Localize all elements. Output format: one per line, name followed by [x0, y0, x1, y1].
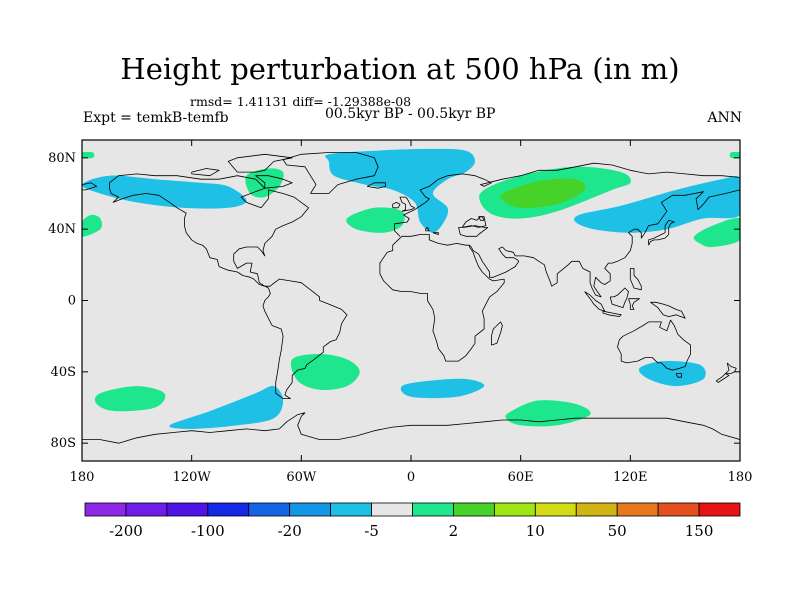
coastline-segment — [458, 225, 489, 237]
coastline-layer — [82, 152, 740, 444]
anomaly-south-pacific-negative — [169, 385, 284, 429]
anomaly-siberia-pacific-negative — [574, 176, 740, 233]
colorbar-swatch — [207, 502, 250, 517]
anomaly-fill-layer — [82, 148, 740, 429]
anomaly-south-indian-negative — [638, 360, 706, 387]
coastline-segment — [255, 175, 293, 189]
colorbar-swatch — [493, 502, 536, 517]
chart-title: Height perturbation at 500 hPa (in m) — [120, 52, 680, 86]
lon-tick-label: 180 — [70, 470, 95, 485]
colorbar-swatch — [657, 502, 700, 517]
lat-tick-label: 80N — [48, 151, 76, 166]
colorbar-swatch — [166, 502, 209, 517]
coastline-segment — [650, 301, 686, 319]
coastline-segment — [227, 153, 293, 173]
colorbar-swatch — [698, 502, 741, 517]
experiment-label: Expt = temkB-temfb — [83, 110, 229, 126]
coastline-segment — [629, 268, 642, 291]
anomaly-west-pacific-positive — [82, 214, 103, 237]
coastline-segment — [282, 152, 379, 194]
anomaly-russia-core-positive — [500, 178, 586, 208]
anomaly-southern-ocean-positive — [505, 400, 591, 427]
colorbar-label: 50 — [608, 522, 627, 540]
coastline-segment — [82, 412, 740, 444]
colorbar-swatch — [248, 502, 291, 517]
lat-tick-label: 80S — [51, 436, 76, 451]
colorbar-label: 2 — [449, 522, 459, 540]
anomaly-mid-atlantic-positive — [346, 207, 405, 233]
coastline-segment — [609, 287, 629, 308]
lon-tick-label: 60W — [286, 470, 317, 485]
colorbar-label: -200 — [109, 522, 143, 540]
coastline-segment — [82, 182, 97, 191]
coastline-segment — [379, 234, 505, 362]
anomaly-arctic-edge-positive-east — [729, 151, 740, 159]
coastline-segment — [648, 219, 675, 246]
lat-tick-label: 40N — [48, 222, 76, 237]
coastline-segment — [491, 321, 503, 346]
colorbar-label: -100 — [191, 522, 225, 540]
lon-tick-label: 120E — [613, 470, 647, 485]
coastline-segment — [191, 168, 220, 177]
coastline-segment — [461, 216, 487, 228]
anomaly-south-pacific-positive — [94, 386, 166, 412]
coastline-segment — [469, 189, 740, 298]
coastline-segment — [394, 162, 740, 237]
lat-tick-label: 40S — [51, 365, 76, 380]
colorbar-swatch — [575, 502, 618, 517]
colorbar-label: -20 — [278, 522, 302, 540]
lon-tick-label: 60E — [508, 470, 534, 485]
colorbar-label: 10 — [526, 522, 545, 540]
coastline-segment — [366, 182, 386, 189]
coastline-segment — [109, 173, 348, 399]
anomaly-southwest-atlantic-negative — [400, 378, 485, 399]
anomaly-arctic-edge-positive — [82, 151, 95, 159]
period-label: 00.5kyr BP - 00.5kyr BP — [325, 106, 496, 122]
map-axes: 80N 40N 0 40S 80S 180 120W 60W 0 60E 120E 180 — [48, 140, 752, 485]
stats-text: rmsd= 1.41131 diff= -1.29388e-08 — [190, 94, 412, 109]
lon-tick-label: 0 — [407, 470, 415, 485]
colorbar-swatch — [330, 502, 372, 517]
coastline-segment — [725, 362, 737, 374]
coastline-segment — [392, 202, 401, 209]
coastline-segment — [628, 298, 640, 310]
coastline-segment — [715, 373, 730, 383]
lon-tick-label: 120W — [173, 470, 212, 485]
anomaly-north-america-negative — [82, 175, 247, 209]
colorbar-swatch — [412, 502, 454, 517]
coastline-segment — [617, 319, 691, 371]
season-label: ANN — [707, 110, 742, 126]
lat-tick-label: 0 — [68, 294, 76, 309]
colorbar-swatch — [371, 502, 413, 517]
colorbar-swatch — [534, 502, 577, 517]
coastline-segment — [602, 310, 622, 317]
lon-tick-label: 180 — [728, 470, 753, 485]
colorbar: -200 -100 -20 -5 2 10 50 150 — [84, 502, 741, 540]
coastline-segment — [675, 373, 682, 378]
colorbar-swatch — [84, 502, 127, 517]
colorbar-label: -5 — [364, 522, 379, 540]
coastline-segment — [478, 216, 485, 221]
coastline-segment — [425, 227, 430, 232]
anomaly-north-atlantic-arctic-negative — [325, 148, 475, 233]
coastline-segment — [399, 196, 416, 212]
anomaly-south-atlantic-positive — [290, 354, 360, 390]
colorbar-swatch — [453, 502, 495, 517]
anomaly-east-pacific-positive — [693, 217, 740, 248]
coastline-segment — [432, 232, 439, 235]
colorbar-swatch — [125, 502, 168, 517]
colorbar-swatch — [289, 502, 332, 517]
colorbar-swatch — [616, 502, 659, 517]
colorbar-label: 150 — [685, 522, 714, 540]
